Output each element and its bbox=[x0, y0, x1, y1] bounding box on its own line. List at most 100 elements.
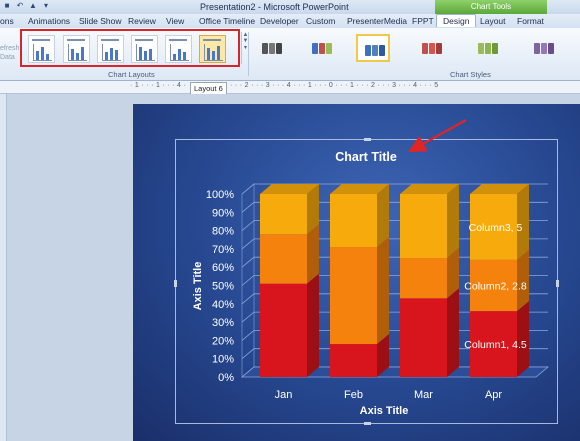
tab-view[interactable]: View bbox=[166, 16, 185, 26]
bar-segment-front bbox=[330, 194, 377, 248]
tab-developer[interactable]: Developer bbox=[260, 16, 299, 26]
tab-slide-show[interactable]: Slide Show bbox=[79, 16, 122, 26]
ribbon-tabs: ons Animations Slide Show Review View Of… bbox=[0, 14, 580, 28]
ribbon-design-panel: efresh Data ▲ ▼ ▾ Chart Layouts Chart Styl… bbox=[0, 28, 580, 81]
bar-top bbox=[260, 184, 319, 194]
bar-segment-side bbox=[447, 288, 459, 377]
y-tick-label: 100% bbox=[206, 189, 234, 201]
bar-segment-side bbox=[377, 237, 389, 345]
x-tick-label: Feb bbox=[344, 389, 363, 401]
resize-handle-right[interactable] bbox=[556, 280, 559, 287]
y-tick-label: 50% bbox=[212, 281, 234, 293]
chart-style-3-thumb[interactable] bbox=[356, 34, 390, 62]
bar-segment-side bbox=[517, 301, 529, 377]
y-tick-label: 20% bbox=[212, 335, 234, 347]
chart-layout-3-thumb[interactable] bbox=[97, 35, 124, 63]
x-tick-label: Jan bbox=[275, 389, 293, 401]
slides-pane-edge[interactable] bbox=[0, 94, 7, 441]
bar-segment-side bbox=[447, 184, 459, 259]
resize-handle-top[interactable] bbox=[364, 138, 371, 141]
chart-style-6-thumb[interactable] bbox=[528, 34, 562, 62]
customize-qat-icon[interactable]: ▾ bbox=[43, 1, 48, 10]
refresh-data-label: efresh Data bbox=[0, 45, 20, 61]
chart-tools-group-label: Chart Tools bbox=[435, 0, 547, 14]
bar-segment-front bbox=[400, 298, 447, 377]
chart-layout-6-thumb[interactable] bbox=[199, 35, 226, 63]
bar-top bbox=[400, 184, 459, 194]
bar-segment-side bbox=[377, 184, 389, 248]
bar-top bbox=[330, 184, 389, 194]
x-tick-label: Mar bbox=[414, 389, 433, 401]
bar-segment-front bbox=[470, 259, 517, 312]
data-label: Column1, 4.5 bbox=[464, 339, 527, 351]
save-icon[interactable]: ■ bbox=[4, 1, 10, 10]
y-tick-label: 90% bbox=[212, 207, 234, 219]
data-label: Column3, 5 bbox=[469, 222, 523, 234]
y-tick-label: 0% bbox=[218, 372, 234, 384]
tab-layout[interactable]: Layout bbox=[480, 16, 506, 26]
chart-area[interactable] bbox=[174, 138, 559, 425]
bar-segment-side bbox=[307, 184, 319, 235]
bar-segment-side bbox=[517, 184, 529, 260]
tab-custom[interactable]: Custom bbox=[306, 16, 336, 26]
chart-title: Chart Title bbox=[335, 150, 397, 164]
y-tick-label: 40% bbox=[212, 299, 234, 311]
redo-icon[interactable]: ▲ bbox=[29, 1, 37, 10]
tab-presentermedia[interactable]: PresenterMedia bbox=[347, 16, 408, 26]
refresh-data-button[interactable]: efresh Data bbox=[0, 32, 20, 72]
bar-top bbox=[470, 184, 529, 194]
bar-segment-front bbox=[330, 344, 377, 377]
ruler-ticks-right: · · · 2 · · · 3 · · · 4 · · · 1 · · · 0 … bbox=[230, 82, 439, 89]
chart-layout-2-thumb[interactable] bbox=[63, 35, 90, 63]
tab-slideshow-partial[interactable]: ons bbox=[0, 16, 14, 26]
tab-animations[interactable]: Animations bbox=[28, 16, 71, 26]
bar-segment-front bbox=[470, 194, 517, 260]
bar-segment-front bbox=[400, 194, 447, 259]
chart-style-4-thumb[interactable] bbox=[416, 34, 450, 62]
tab-design[interactable]: Design bbox=[436, 14, 477, 27]
tab-fppt[interactable]: FPPT bbox=[412, 16, 434, 26]
ruler-ticks-left: · 1 · · · 1 · · · 4 · bbox=[130, 82, 187, 89]
title-bar: ■ ↶ ▲ ▾ Presentation2 - Microsoft PowerP… bbox=[0, 0, 580, 14]
horizontal-ruler: · 1 · · · 1 · · · 4 · · · · 2 · · · 3 · … bbox=[0, 81, 580, 94]
y-axis-title: Axis Title bbox=[192, 262, 204, 311]
bar-segment-front bbox=[400, 258, 447, 299]
resize-handle-bottom[interactable] bbox=[364, 422, 371, 425]
data-label: Column2, 2.8 bbox=[464, 281, 527, 293]
tab-format[interactable]: Format bbox=[517, 16, 544, 26]
chart-layouts-gallery bbox=[20, 29, 240, 67]
bar-segment-side bbox=[307, 224, 319, 284]
chart-styles-group-label: Chart Styles bbox=[450, 70, 491, 79]
x-tick-label: Apr bbox=[485, 389, 502, 401]
bar-segment-front bbox=[260, 283, 307, 377]
chart-style-1-thumb[interactable] bbox=[256, 34, 290, 62]
chart-layout-5-thumb[interactable] bbox=[165, 35, 192, 63]
y-tick-label: 30% bbox=[212, 317, 234, 329]
bar-segment-side bbox=[447, 248, 459, 299]
bar-segment-side bbox=[377, 334, 389, 377]
chart-style-5-thumb[interactable] bbox=[472, 34, 506, 62]
chart-layouts-group-label: Chart Layouts bbox=[108, 70, 155, 79]
undo-icon[interactable]: ↶ bbox=[16, 1, 24, 10]
bar-segment-front bbox=[330, 247, 377, 345]
y-tick-label: 60% bbox=[212, 262, 234, 274]
bar-segment-front bbox=[260, 234, 307, 284]
bar-segment-side bbox=[307, 273, 319, 377]
window-title: Presentation2 - Microsoft PowerPoint bbox=[200, 2, 349, 12]
chart-layout-1-thumb[interactable] bbox=[28, 35, 55, 63]
bar-segment-front bbox=[260, 194, 307, 235]
layout-gallery-more-button[interactable]: ▲ ▼ ▾ bbox=[241, 32, 249, 64]
bar-segment-side bbox=[517, 249, 529, 312]
bar-segment-front bbox=[470, 311, 517, 377]
x-axis-title: Axis Title bbox=[360, 405, 409, 417]
chart-style-2-thumb[interactable] bbox=[306, 34, 340, 62]
tab-review[interactable]: Review bbox=[128, 16, 156, 26]
quick-access-toolbar: ■ ↶ ▲ ▾ bbox=[2, 1, 51, 11]
y-tick-label: 10% bbox=[212, 354, 234, 366]
tab-office-timeline[interactable]: Office Timeline bbox=[199, 16, 256, 26]
y-tick-label: 70% bbox=[212, 244, 234, 256]
chart-layout-4-thumb[interactable] bbox=[131, 35, 158, 63]
resize-handle-left[interactable] bbox=[174, 280, 177, 287]
